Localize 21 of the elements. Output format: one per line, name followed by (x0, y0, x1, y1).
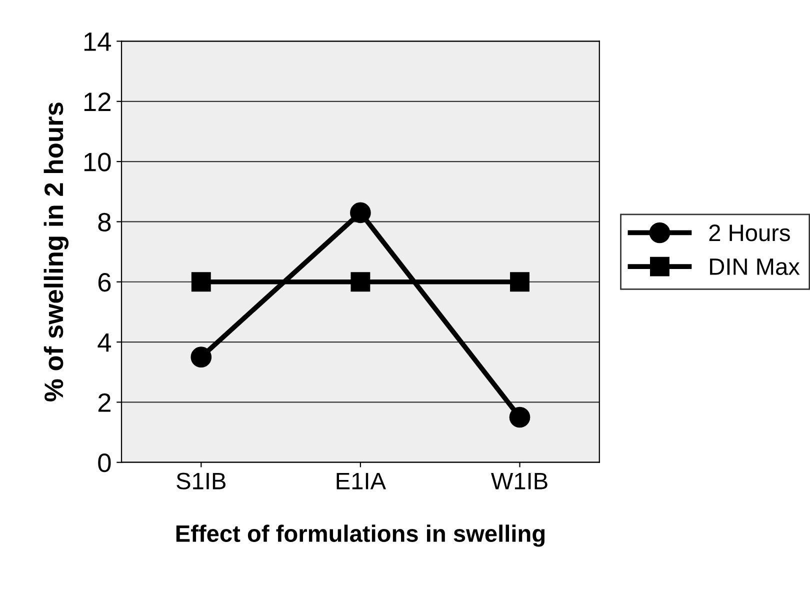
point (509, 406, 530, 428)
y-tick-label: 14 (84, 32, 112, 51)
x-axis-title: Effect of formulations in swelling (176, 524, 545, 547)
y-axis-title: % of swelling in 2 hours (44, 102, 69, 402)
x-tick-label: S1IB (176, 472, 226, 490)
point (191, 272, 211, 292)
point (350, 272, 370, 292)
y-tick-label: 0 (98, 454, 111, 472)
legend-label: DIN Max (710, 258, 800, 276)
y-tick-label: 10 (84, 152, 111, 172)
x-tick-label: W1IB (490, 472, 548, 490)
point (510, 272, 530, 292)
y-tick-label: 6 (98, 273, 111, 292)
point (190, 346, 212, 368)
x-tick-label: E1IA (336, 472, 386, 490)
y-tick-label: 2 (98, 393, 110, 412)
y-tick-label: 12 (84, 92, 110, 111)
y-tick-label: 8 (98, 212, 111, 232)
point (350, 202, 371, 224)
legend-label: 2 Hours (709, 224, 790, 242)
y-tick-label: 4 (98, 333, 112, 352)
